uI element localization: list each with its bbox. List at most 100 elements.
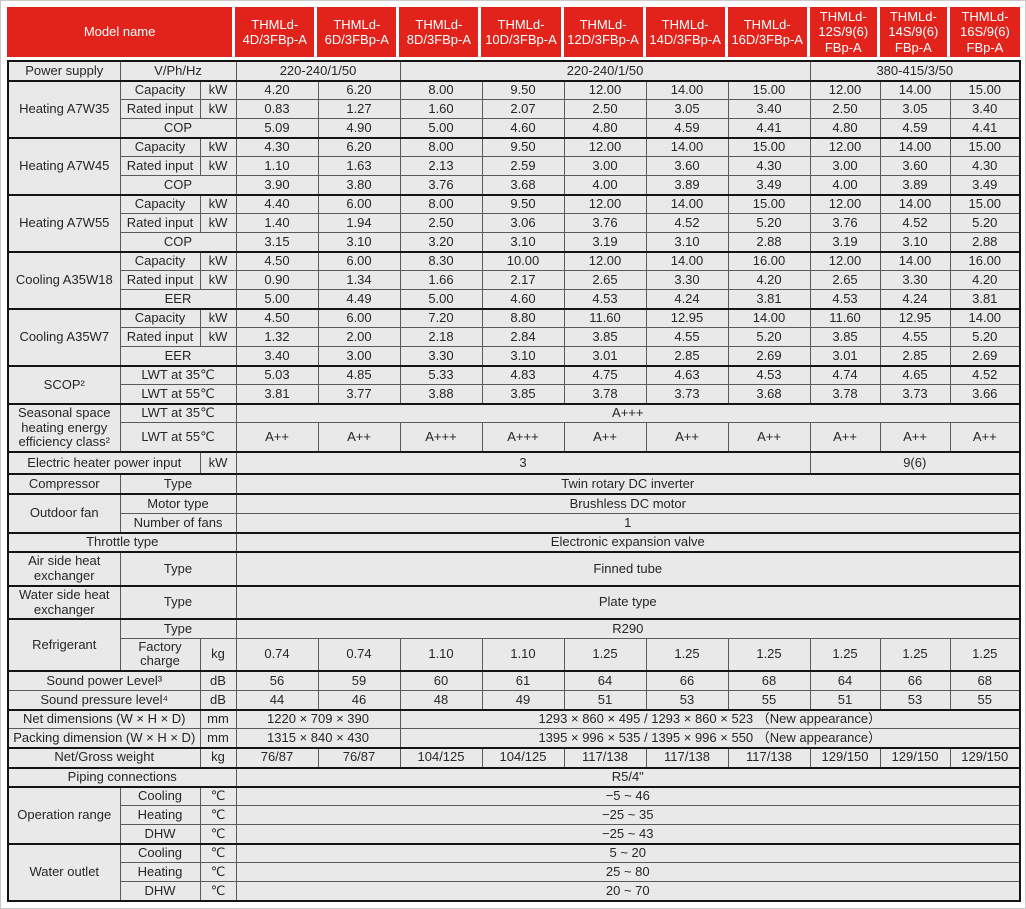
spec-cell: 61 [481,669,565,692]
spec-cell: 3.76 [399,175,483,196]
spec-cell: Refrigerant [7,618,121,672]
spec-cell: 3.88 [399,384,483,405]
spec-cell: 3.68 [481,175,565,196]
spec-cell: −25 ~ 35 [235,805,1021,826]
spec-row: LWT at 55℃ A++ A++ A+++ A+++ A++ A++ A++ A++ A++ A… [8,422,1021,453]
spec-cell: DHW [119,824,201,845]
spec-cell: 2.69 [949,346,1021,367]
spec-cell: 3.60 [645,156,729,177]
spec-cell: 46 [317,690,401,711]
spec-cell: 15.00 [727,136,811,158]
spec-cell: 8.00 [399,79,483,101]
spec-row: Operation range Cooling ℃ −5 ~ 46 [7,785,1021,845]
spec-row: Sound pressure level⁴ dB 44 46 48 49 51 53 55 51 5… [7,690,1021,711]
spec-cell: 9(6) [809,450,1021,475]
spec-cell: 2.85 [879,346,951,367]
spec-cell: Finned tube [235,550,1021,587]
spec-cell: 4.63 [645,364,729,386]
spec-row: Net dimensions (W × H × D) mm 1220 × 709 ×… [7,708,1021,730]
spec-cell: A++ [645,422,729,453]
spec-cell: kW [199,136,237,158]
spec-cell: 48 [399,690,483,711]
spec-cell: 12.00 [563,250,647,272]
spec-cell: 5.20 [727,213,811,234]
spec-row: Rated input kW 1.10 1.63 2.13 2.59 3.00 3.60 4.3… [8,156,1021,177]
spec-cell: Heating A7W45 [7,136,121,196]
spec-cell: 4.41 [949,118,1021,139]
spec-cell: 5.20 [949,327,1021,348]
spec-cell: 4.60 [481,289,565,310]
spec-cell: Packing dimension (W × H × D) [7,728,201,749]
spec-cell: Electronic expansion valve [235,531,1021,553]
spec-table-body: Power supply V/Ph/Hz 220-240/1/50 220-240/1… [7,59,1021,902]
spec-cell: 4.52 [949,364,1021,386]
spec-cell: 20 ~ 70 [235,881,1021,902]
spec-cell: 3.73 [645,384,729,405]
spec-cell: 6.20 [317,136,401,158]
spec-cell: 3.78 [563,384,647,405]
spec-cell: 1.25 [949,637,1021,672]
spec-cell: COP [119,232,237,253]
spec-cell: 3.01 [563,346,647,367]
spec-cell: 12.95 [879,307,951,329]
spec-cell: 9.50 [481,193,565,215]
model-name-label: Model name [7,7,236,57]
spec-cell: Type [119,618,237,639]
spec-cell: EER [119,289,237,310]
spec-row: Sound power Level³ dB 56 59 60 61 64 66 68 64 66 68 [7,669,1021,692]
spec-cell: 9.50 [481,136,565,158]
spec-cell: 5.20 [949,213,1021,234]
model-header-cell: THMLd- 14D/3FBp-A [645,7,728,57]
spec-cell: 1.34 [317,270,401,291]
spec-cell: Brushless DC motor [235,492,1021,515]
spec-cell: 64 [809,669,881,692]
spec-cell: 1315 × 840 × 430 [235,728,401,749]
spec-cell: 3.68 [727,384,811,405]
spec-cell: 15.00 [727,193,811,215]
spec-cell: 3.30 [399,346,483,367]
spec-cell: 104/125 [399,746,483,769]
spec-cell: kW [199,270,237,291]
spec-cell: 68 [949,669,1021,692]
spec-cell: LWT at 55℃ [119,422,237,453]
spec-cell: 1.60 [399,99,483,120]
spec-cell: 4.50 [235,250,319,272]
spec-cell: LWT at 35℃ [119,402,237,424]
spec-cell: 8.00 [399,136,483,158]
spec-cell: 3.80 [317,175,401,196]
spec-cell: 4.00 [563,175,647,196]
spec-cell: 3.00 [317,346,401,367]
spec-cell: 4.74 [809,364,881,386]
spec-cell: 7.20 [399,307,483,329]
spec-row: DHW ℃ 20 ~ 70 [8,881,1021,902]
spec-cell: kW [199,79,237,101]
spec-cell: 4.75 [563,364,647,386]
spec-row: DHW ℃ −25 ~ 43 [8,824,1021,845]
model-header-cell: THMLd- 10D/3FBp-A [481,7,564,57]
spec-cell: 4.85 [317,364,401,386]
model-header-row: Model name THMLd- 4D/3FBp-A THMLd- 6D/3FB… [7,7,1020,57]
spec-cell: 4.53 [727,364,811,386]
spec-cell: 76/87 [317,746,401,769]
spec-row: Net/Gross weight kg 76/87 76/87 104/125 104/1… [7,746,1021,769]
spec-row: Compressor Type Twin rotary DC inverter [7,472,1021,495]
spec-cell: 12.95 [645,307,729,329]
spec-cell: ℃ [199,862,237,883]
spec-cell: A++ [879,422,951,453]
spec-cell: 4.65 [879,364,951,386]
spec-cell: 4.55 [879,327,951,348]
spec-cell: Water side heat exchanger [7,584,121,620]
spec-cell: 49 [481,690,565,711]
spec-cell: LWT at 35℃ [119,364,237,386]
spec-cell: 3.85 [563,327,647,348]
spec-cell: ℃ [199,842,237,864]
spec-cell: 66 [645,669,729,692]
spec-cell: 1.32 [235,327,319,348]
spec-row: Heating ℃ 25 ~ 80 [8,862,1021,883]
spec-cell: Type [119,472,237,495]
spec-cell: DHW [119,881,201,902]
spec-cell: 3.49 [949,175,1021,196]
spec-cell: 4.30 [727,156,811,177]
spec-row: Seasonal space heating energy efficiency… [7,402,1021,453]
model-header-table: Model name THMLd- 4D/3FBp-A THMLd- 6D/3FB… [7,7,1020,57]
